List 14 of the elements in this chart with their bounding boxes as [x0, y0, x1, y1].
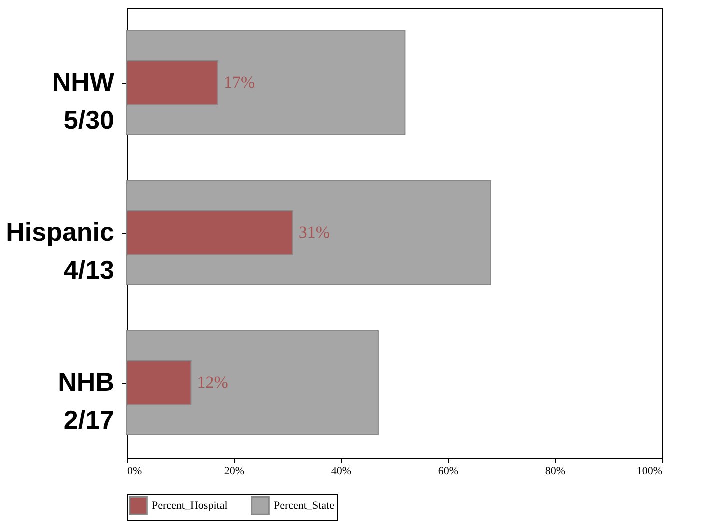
- x-tick-label: 100%: [636, 466, 662, 478]
- x-tick-label: 40%: [331, 466, 352, 478]
- x-tick-label: 60%: [438, 466, 459, 478]
- x-tick-label: 80%: [545, 466, 566, 478]
- legend-label: Percent_Hospital: [152, 500, 228, 512]
- y-tick-label: NHB 2/17: [58, 367, 114, 435]
- x-tick-label: 0%: [128, 466, 142, 478]
- y-tick-label: Hispanic 4/13: [6, 217, 114, 285]
- data-label: 17%: [224, 73, 256, 92]
- legend-label: Percent_State: [274, 500, 335, 512]
- data-label: 12%: [197, 373, 228, 392]
- x-tick-label: 20%: [224, 466, 245, 478]
- data-label: 31%: [298, 223, 330, 242]
- y-tick-label: NHW 5/30: [52, 67, 115, 135]
